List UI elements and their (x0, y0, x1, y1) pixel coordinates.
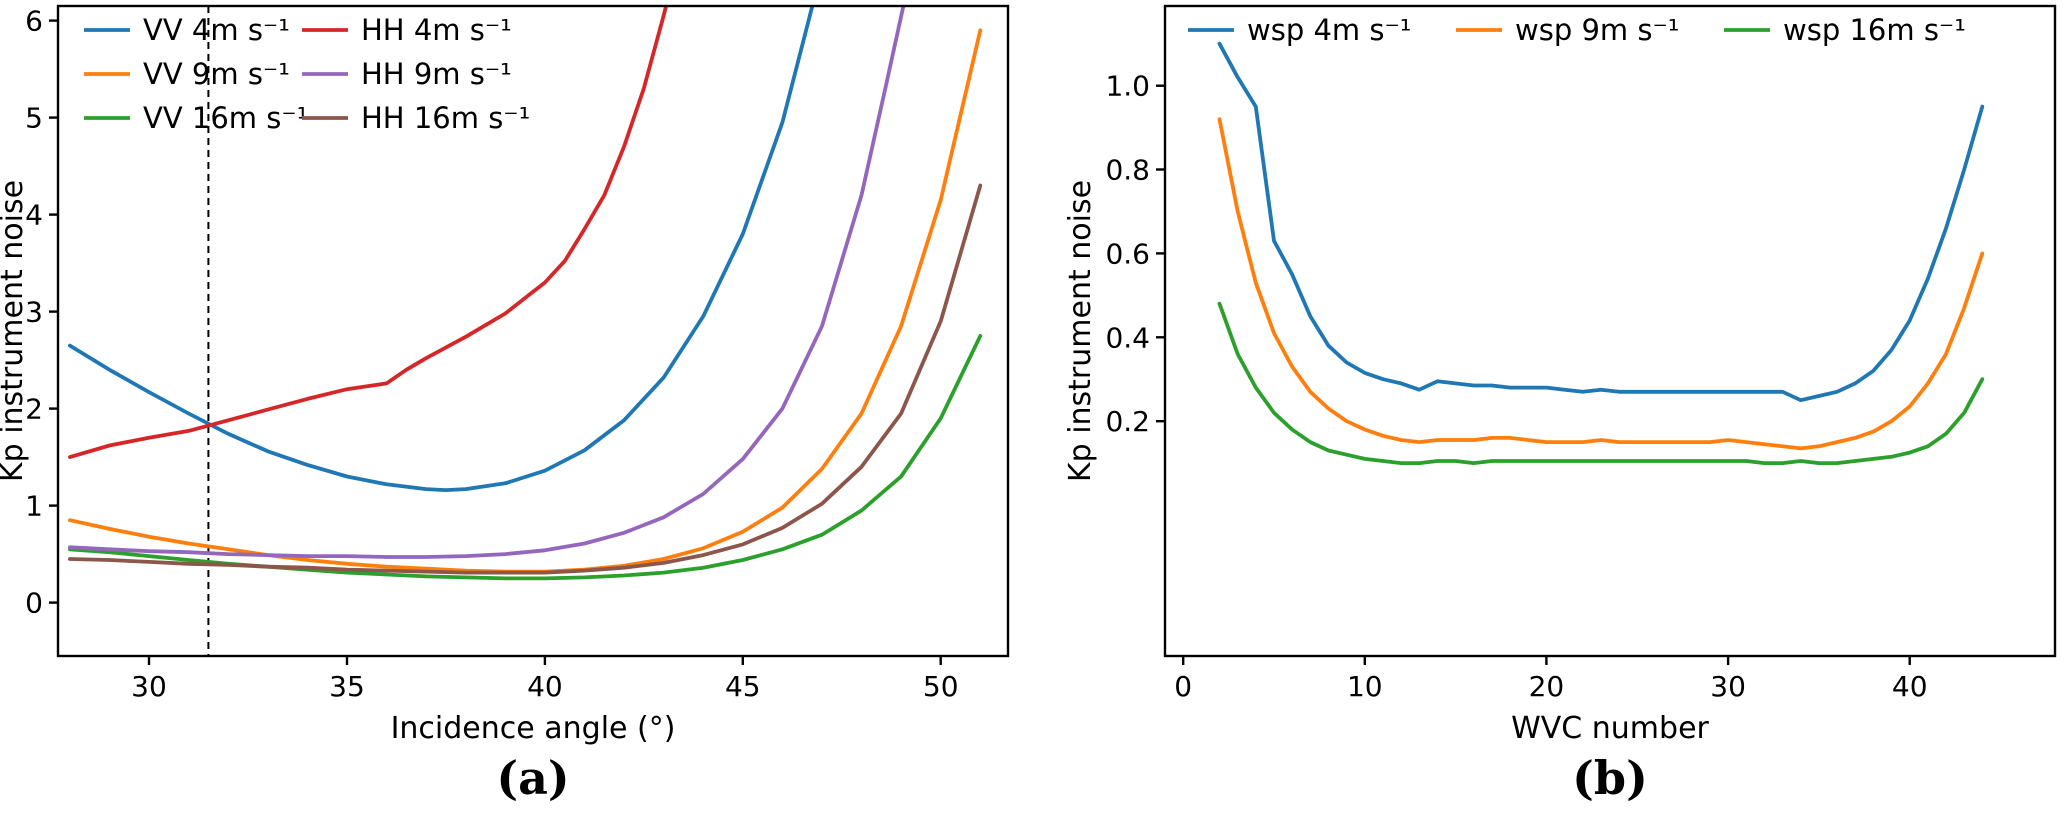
series-line (1217, 301, 1985, 466)
y-tick-label: 5 (25, 102, 43, 135)
x-tick-label: 50 (923, 670, 959, 703)
y-tick-label: 4 (25, 199, 43, 232)
chart-b: 0 10 20 30 40 0.2 0.4 0.6 0.8 1.0 WVC number Kp ins… (1063, 4, 2057, 745)
y-axis-label: Kp instrument noise (1063, 180, 1098, 482)
series-line (68, 333, 983, 581)
y-tick-label: 0.8 (1105, 154, 1150, 187)
x-axis-label: Incidence angle (°) (391, 711, 676, 745)
legend-label: VV 16m s⁻¹ (143, 101, 308, 135)
x-axis-label: WVC number (1511, 711, 1709, 745)
legend-label: VV 4m s⁻¹ (143, 13, 290, 47)
y-tick-label: 6 (25, 5, 43, 38)
y-tick-label: 2 (25, 393, 43, 426)
legend-label: wsp 9m s⁻¹ (1515, 13, 1679, 47)
y-tick-label: 0.4 (1105, 321, 1150, 354)
series-line (1217, 41, 1985, 403)
x-tick-label: 45 (725, 670, 761, 703)
panel-b: 0 10 20 30 40 0.2 0.4 0.6 0.8 1.0 WVC number Kp ins… (1040, 0, 2067, 839)
panel-a: 30 35 40 45 50 0 1 2 3 4 5 6 Incidence angle (°) Kp i… (0, 4, 1010, 805)
plot-border (1163, 4, 2057, 658)
x-tick-label: 20 (1529, 670, 1565, 703)
x-tick-label: 30 (1710, 670, 1746, 703)
y-tick-label: 0.6 (1105, 237, 1150, 270)
x-tick-label: 40 (1892, 670, 1928, 703)
caption-a: (a) (496, 751, 570, 805)
legend-label: wsp 16m s⁻¹ (1783, 13, 1966, 47)
series-line (68, 6, 669, 460)
x-tick-label: 0 (1174, 670, 1192, 703)
x-tick-label: 35 (329, 670, 365, 703)
legend-label: HH 9m s⁻¹ (361, 57, 512, 91)
x-tick-label: 40 (527, 670, 563, 703)
legend-label: HH 16m s⁻¹ (361, 101, 530, 135)
series-line (68, 183, 983, 575)
y-axis-label: Kp instrument noise (0, 180, 30, 482)
y-tick-label: 3 (25, 296, 43, 329)
legend-label: VV 9m s⁻¹ (143, 57, 290, 91)
series-line (68, 6, 906, 559)
y-tick-label: 1.0 (1105, 70, 1150, 103)
series-line (1217, 117, 1985, 451)
legend-label: wsp 4m s⁻¹ (1247, 13, 1411, 47)
y-tick-label: 1 (25, 490, 43, 523)
y-tick-label: 0.2 (1105, 405, 1150, 438)
y-tick-label: 0 (25, 587, 43, 620)
x-tick-label: 10 (1347, 670, 1383, 703)
x-tick-label: 30 (131, 670, 167, 703)
plot-border (56, 4, 1010, 658)
caption-b: (b) (1572, 751, 1648, 805)
legend-label: HH 4m s⁻¹ (361, 13, 512, 47)
